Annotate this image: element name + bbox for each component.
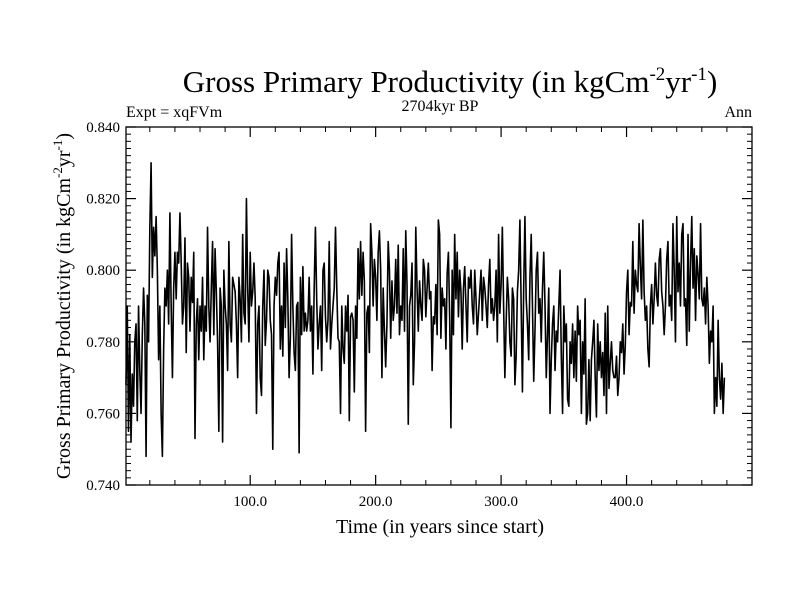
x-tick-label: 400.0 <box>610 494 644 510</box>
series-line <box>125 162 726 458</box>
y-tick-label: 0.840 <box>86 120 120 136</box>
x-tick-label: 100.0 <box>233 494 267 510</box>
season-label: Ann <box>724 104 752 121</box>
y-tick-label: 0.740 <box>86 478 120 494</box>
x-axis-label: Time (in years since start) <box>336 516 544 538</box>
series-layer <box>125 162 726 458</box>
y-tick-label: 0.760 <box>86 406 120 422</box>
experiment-label: Expt = xqFVm <box>126 104 223 121</box>
svg-text:Gross Primary Productivity (in: Gross Primary Productivity (in kgCm-2yr-… <box>50 133 75 479</box>
y-tick-label: 0.780 <box>86 335 120 351</box>
y-tick-label: 0.820 <box>86 192 120 208</box>
y-axis-label: Gross Primary Productivity (in kgCm-2yr-… <box>50 133 75 479</box>
x-tick-label: 200.0 <box>359 494 393 510</box>
period-label: 2704kyr BP <box>402 98 479 115</box>
plot-frame <box>125 126 753 486</box>
y-tick-label: 0.800 <box>86 263 120 279</box>
x-tick-label: 300.0 <box>484 494 518 510</box>
axis-ticks: 0.740 0.760 0.780 0.800 0.820 0.840 100.0 200.0… <box>86 120 752 510</box>
chart-title: Gross Primary Productivity (in kgCm-2yr-… <box>183 64 718 99</box>
